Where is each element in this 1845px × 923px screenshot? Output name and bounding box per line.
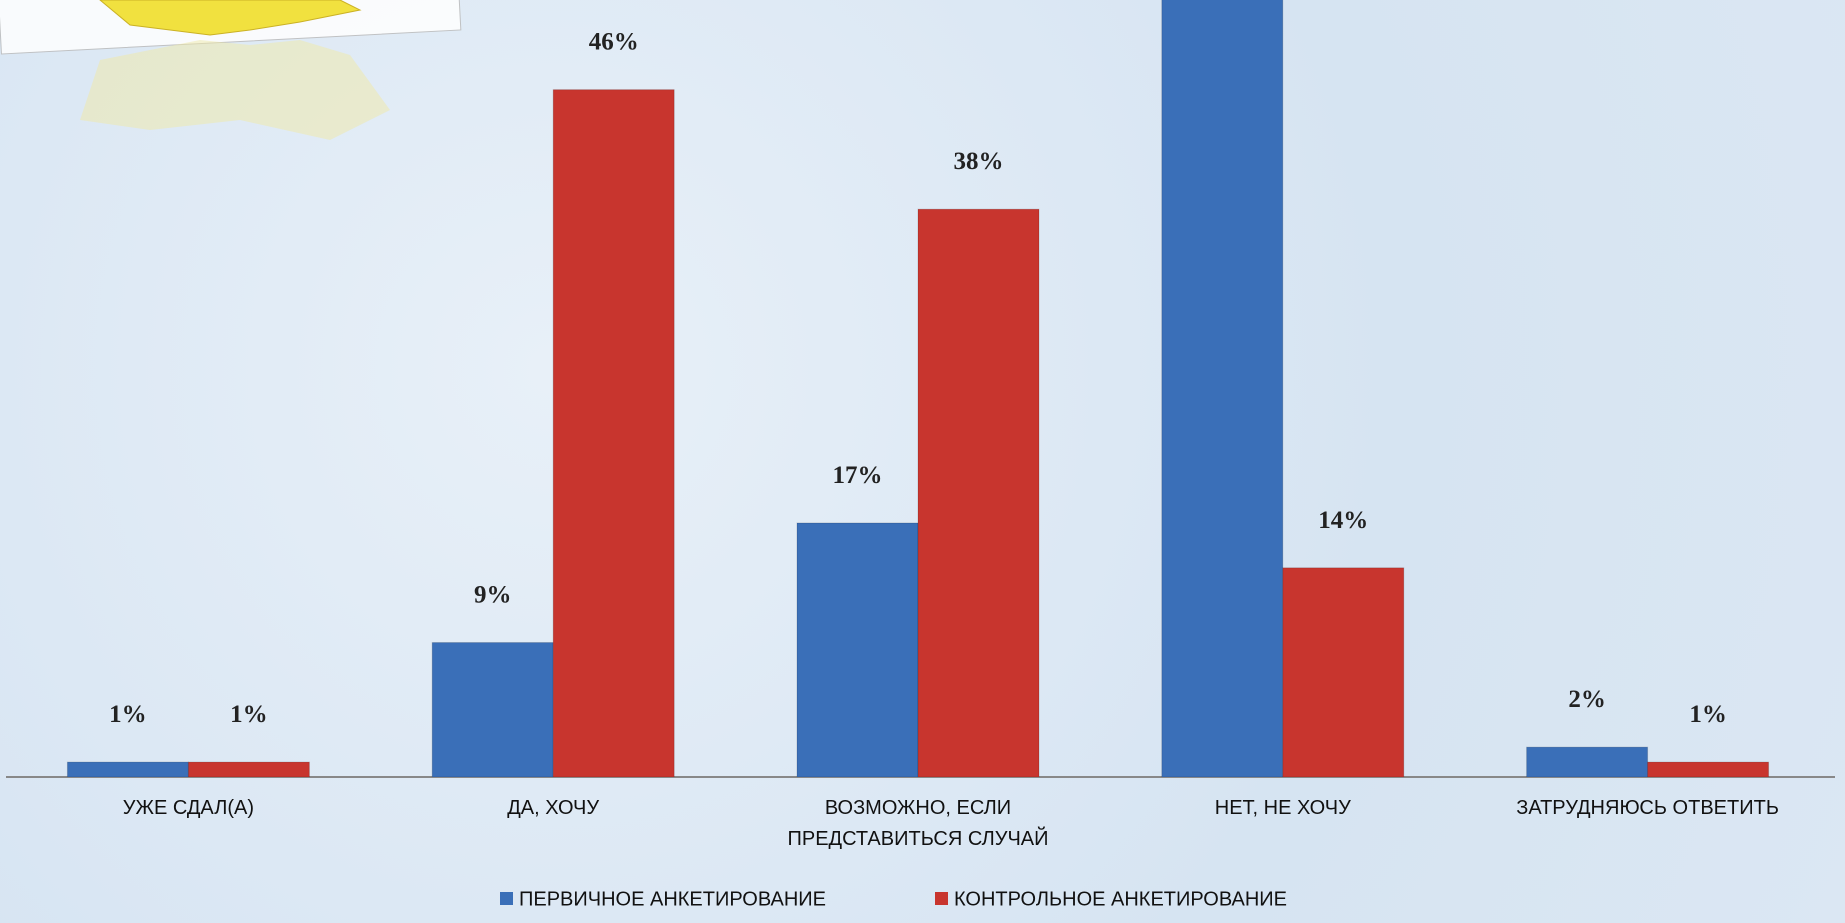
bar: [917, 208, 1040, 777]
x-tick-label: ВОЗМОЖНО, ЕСЛИ ПРЕДСТАВИТЬСЯ СЛУЧАЙ: [787, 797, 1049, 850]
legend-label: ПЕРВИЧНОЕ АНКЕТИРОВАНИЕ: [519, 888, 826, 910]
bar: [552, 89, 675, 777]
legend-swatch: [500, 892, 513, 905]
value-label: 17%: [833, 462, 883, 489]
bar: [431, 642, 554, 777]
plot-area: [66, 0, 1770, 777]
x-tick-label: ЗАТРУДНЯЮСЬ ОТВЕТИТЬ: [1516, 797, 1779, 819]
legend-swatch: [935, 892, 948, 905]
bar: [1161, 0, 1284, 777]
bar: [66, 761, 189, 777]
value-label: 1%: [230, 701, 268, 728]
x-tick-label: НЕТ, НЕ ХОЧУ: [1214, 797, 1351, 819]
x-tick-label: УЖЕ СДАЛ(А): [122, 797, 254, 819]
value-label: 2%: [1568, 686, 1606, 713]
x-tick-label: ДА, ХОЧУ: [507, 797, 600, 819]
value-label: 9%: [474, 582, 512, 609]
value-label: 1%: [109, 701, 147, 728]
value-label: 1%: [1689, 701, 1727, 728]
bar: [187, 761, 310, 777]
bar: [1526, 746, 1649, 777]
bar: [1647, 761, 1770, 777]
sun-decoration: [0, 0, 462, 140]
value-label: 38%: [954, 148, 1004, 175]
bar: [796, 522, 919, 777]
value-label: 14%: [1318, 507, 1368, 534]
value-label: 46%: [589, 29, 639, 56]
legend-label: КОНТРОЛЬНОЕ АНКЕТИРОВАНИЕ: [954, 888, 1287, 910]
bar: [1282, 567, 1405, 777]
